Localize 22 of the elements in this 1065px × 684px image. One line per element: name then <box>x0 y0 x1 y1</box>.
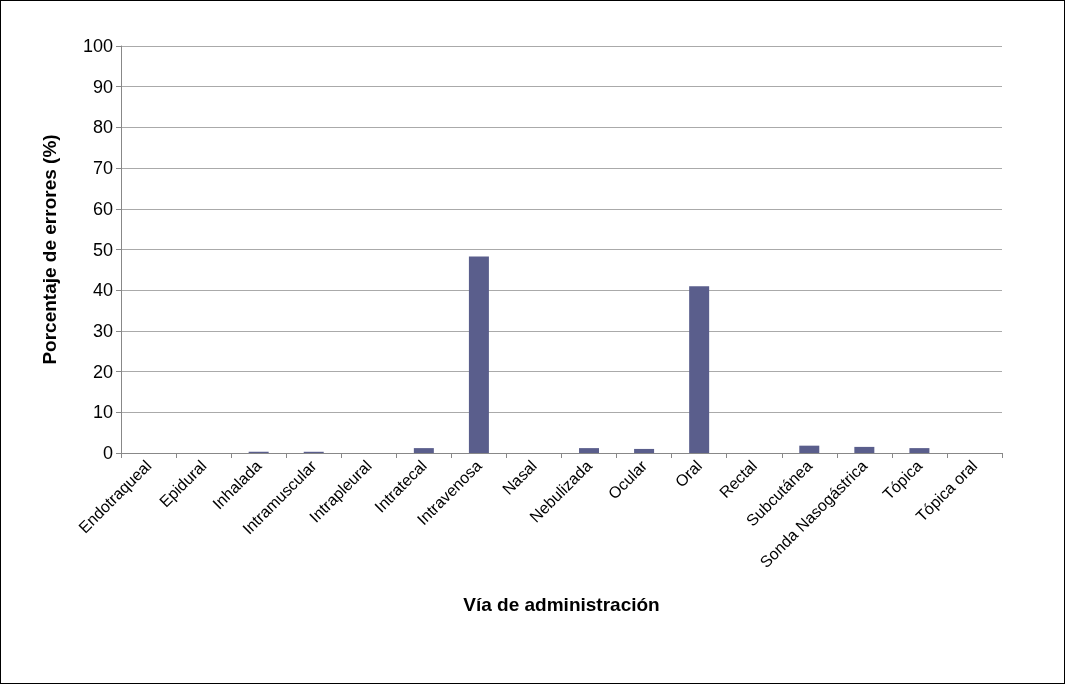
y-tick-label: 30 <box>92 320 113 341</box>
x-tick-label: Oral <box>671 456 706 491</box>
bar <box>689 286 710 453</box>
y-tick-label: 50 <box>92 239 113 260</box>
y-axis-title: Porcentaje de errores (%) <box>39 134 60 365</box>
y-tick-label: 90 <box>92 76 113 97</box>
bar <box>468 256 489 453</box>
y-tick-label: 100 <box>82 36 113 56</box>
x-axis-title: Vía de administración <box>463 594 660 615</box>
bar <box>634 448 655 453</box>
y-tick-label: 60 <box>92 198 113 219</box>
y-tick-label: 0 <box>102 443 113 463</box>
y-tick-label: 10 <box>92 402 113 423</box>
bar <box>799 445 820 453</box>
y-tick-label: 80 <box>92 117 113 138</box>
y-tick-label: 40 <box>92 280 113 301</box>
bar <box>909 448 930 453</box>
y-tick-label: 70 <box>92 158 113 179</box>
bar <box>413 448 434 453</box>
bar <box>854 446 875 453</box>
bar <box>579 448 600 453</box>
y-tick-label: 20 <box>92 361 113 382</box>
